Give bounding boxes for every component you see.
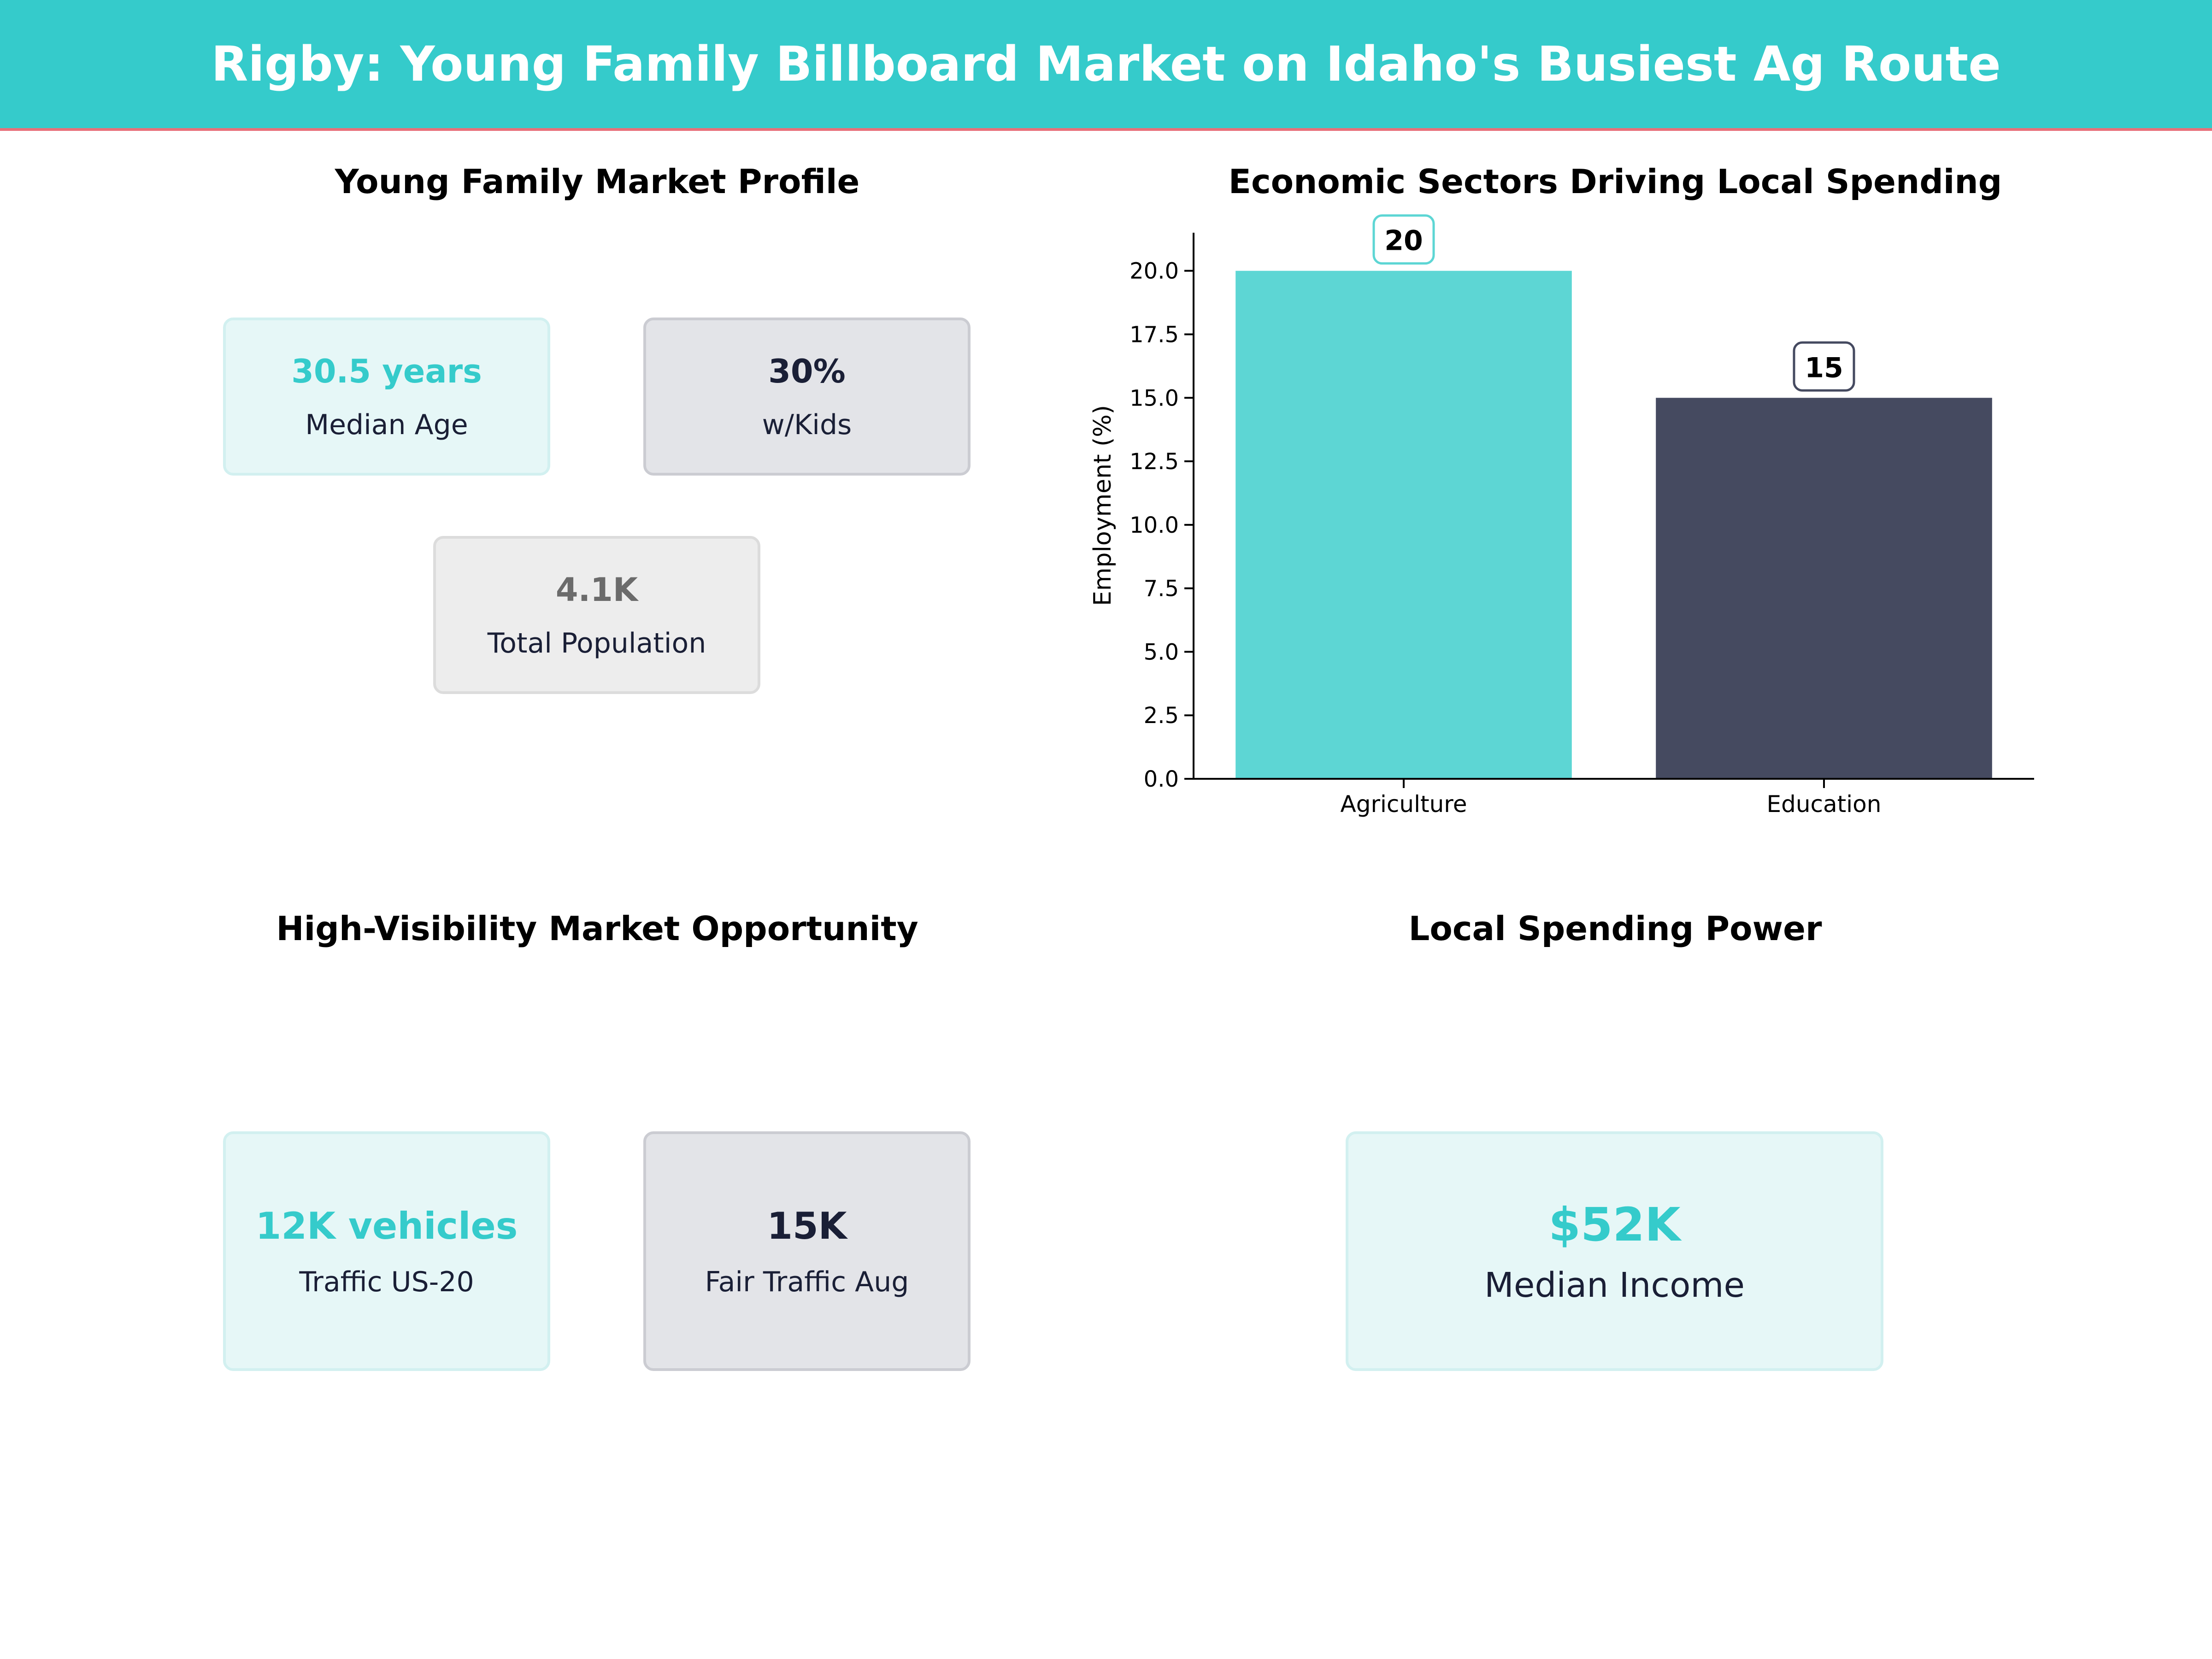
data-label-box [1372, 214, 1435, 265]
card-value: 30% [768, 352, 846, 390]
traffic-card: 12K vehicles Traffic US-20 [223, 1131, 550, 1371]
kids-card: 30% w/Kids [643, 318, 971, 476]
y-tick-label: 17.5 [1130, 322, 1179, 347]
employment-bar-chart: 0.0 2.5 5.0 7.5 10.0 12.5 15.0 17.5 20.0 Agricul… [1089, 214, 2034, 818]
income-card: $52K Median Income [1346, 1131, 1883, 1371]
card-value: 12K vehicles [255, 1204, 518, 1247]
y-tick-label: 7.5 [1144, 576, 1179, 602]
card-label: Fair Traffic Aug [705, 1265, 909, 1298]
y-tick-label: 2.5 [1144, 703, 1179, 729]
data-label: 15 [1805, 352, 1843, 384]
card-label: Median Income [1484, 1265, 1745, 1305]
card-value: $52K [1548, 1197, 1681, 1252]
card-value: 30.5 years [291, 352, 482, 390]
header-banner: Rigby: Young Family Billboard Market on … [0, 0, 2212, 131]
fair-traffic-card: 15K Fair Traffic Aug [643, 1131, 971, 1371]
data-label: 20 [1384, 225, 1423, 257]
y-tick-label: 0.0 [1144, 766, 1179, 792]
y-tick-label: 15.0 [1130, 385, 1179, 411]
card-label: w/Kids [762, 408, 852, 441]
card-value: 4.1K [555, 571, 638, 609]
data-label-box [1793, 341, 1855, 392]
card-label: Traffic US-20 [299, 1265, 474, 1298]
page-title: Rigby: Young Family Billboard Market on … [211, 36, 2001, 92]
card-label: Median Age [305, 408, 468, 441]
bar-education [1656, 398, 1992, 779]
median-age-card: 30.5 years Median Age [223, 318, 550, 476]
y-tick-label: 20.0 [1130, 259, 1179, 284]
spending-title: Local Spending Power [1408, 909, 1822, 948]
y-tick-label: 12.5 [1130, 449, 1179, 475]
x-tick-label: Agriculture [1341, 791, 1467, 818]
card-label: Total Population [487, 627, 706, 659]
bar-agriculture [1235, 271, 1572, 779]
y-tick-label: 5.0 [1144, 639, 1179, 665]
x-tick-label: Education [1767, 791, 1882, 818]
y-tick-label: 10.0 [1130, 512, 1179, 538]
card-value: 15K [767, 1204, 847, 1247]
chart-title: Economic Sectors Driving Local Spending [1228, 162, 2002, 201]
population-card: 4.1K Total Population [433, 536, 760, 694]
profile-title: Young Family Market Profile [335, 162, 860, 201]
y-axis-label: Employment (%) [1089, 405, 1117, 606]
opportunity-title: High-Visibility Market Opportunity [276, 909, 918, 948]
